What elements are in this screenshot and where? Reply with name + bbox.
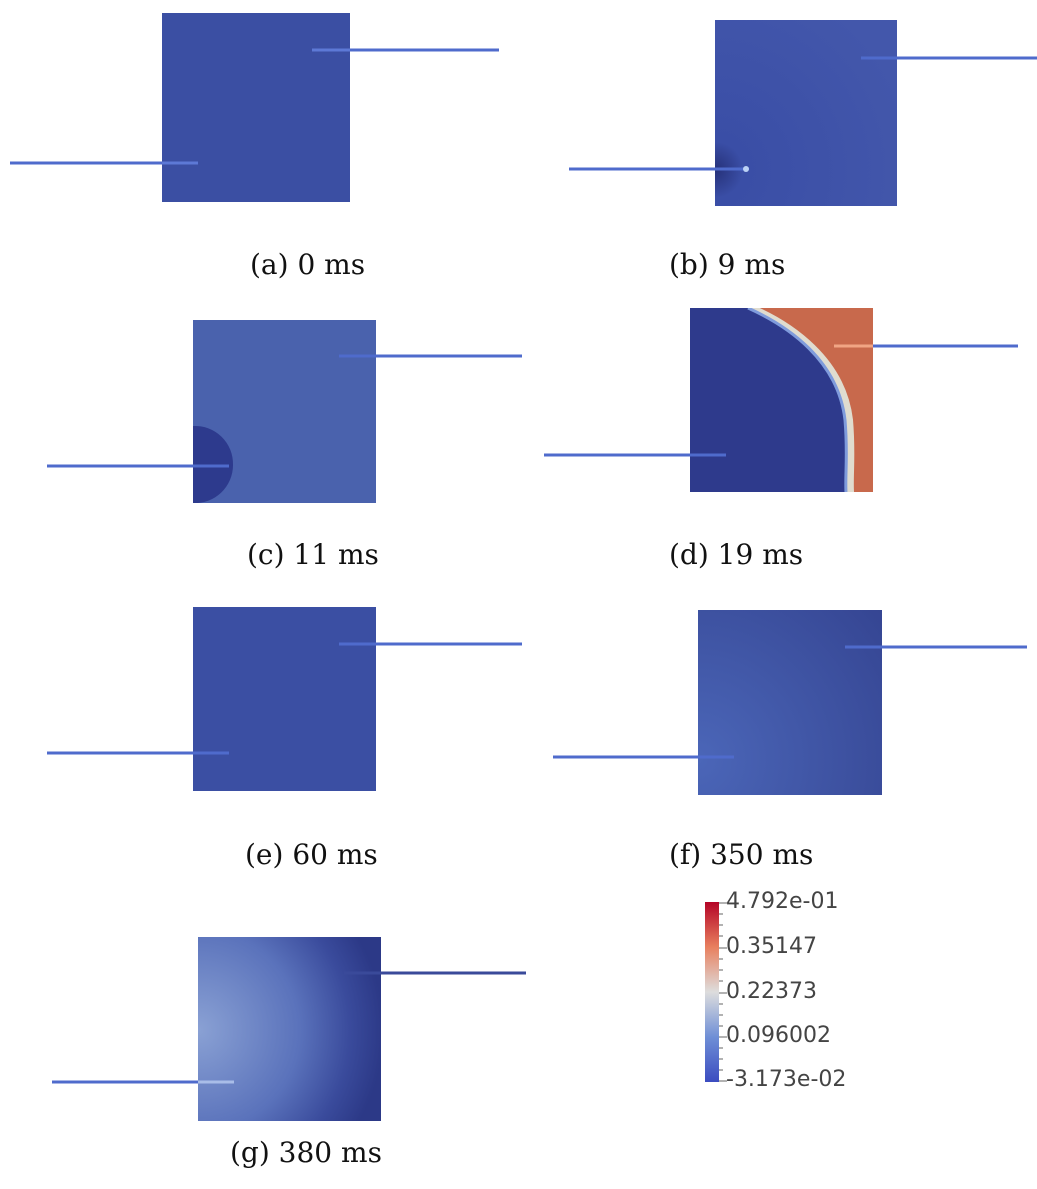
- colorbar-gradient: [705, 902, 719, 1082]
- panel-f: [553, 610, 1027, 795]
- panel-b: [569, 20, 1037, 206]
- cold-front: [690, 308, 847, 492]
- domain-square: [162, 13, 350, 202]
- caption-d: (d) 19 ms: [669, 538, 804, 571]
- domain-square: [698, 610, 882, 795]
- panel-c: [47, 320, 522, 504]
- colorbar-label-4: 0.096002: [726, 1023, 831, 1048]
- colorbar-ticks: [719, 902, 727, 1082]
- colorbar: [705, 902, 727, 1082]
- colorbar-label-max: 4.792e-01: [726, 889, 839, 914]
- panel-d: [544, 308, 1018, 492]
- caption-c: (c) 11 ms: [247, 538, 379, 571]
- hot-spot: [743, 166, 749, 172]
- caption-a: (a) 0 ms: [250, 248, 366, 281]
- caption-b: (b) 9 ms: [669, 248, 786, 281]
- colorbar-label-min: -3.173e-02: [726, 1067, 847, 1092]
- caption-e: (e) 60 ms: [245, 838, 378, 871]
- domain-square: [198, 937, 381, 1121]
- panel-e: [47, 607, 522, 791]
- domain-square: [193, 607, 376, 791]
- caption-g: (g) 380 ms: [230, 1136, 382, 1169]
- colorbar-label-2: 0.35147: [726, 934, 817, 959]
- panel-g: [52, 937, 526, 1121]
- domain-square: [715, 20, 897, 206]
- caption-f: (f) 350 ms: [669, 838, 814, 871]
- cold-region: [193, 425, 234, 504]
- colorbar-label-3: 0.22373: [726, 979, 817, 1004]
- panel-a: [10, 13, 499, 202]
